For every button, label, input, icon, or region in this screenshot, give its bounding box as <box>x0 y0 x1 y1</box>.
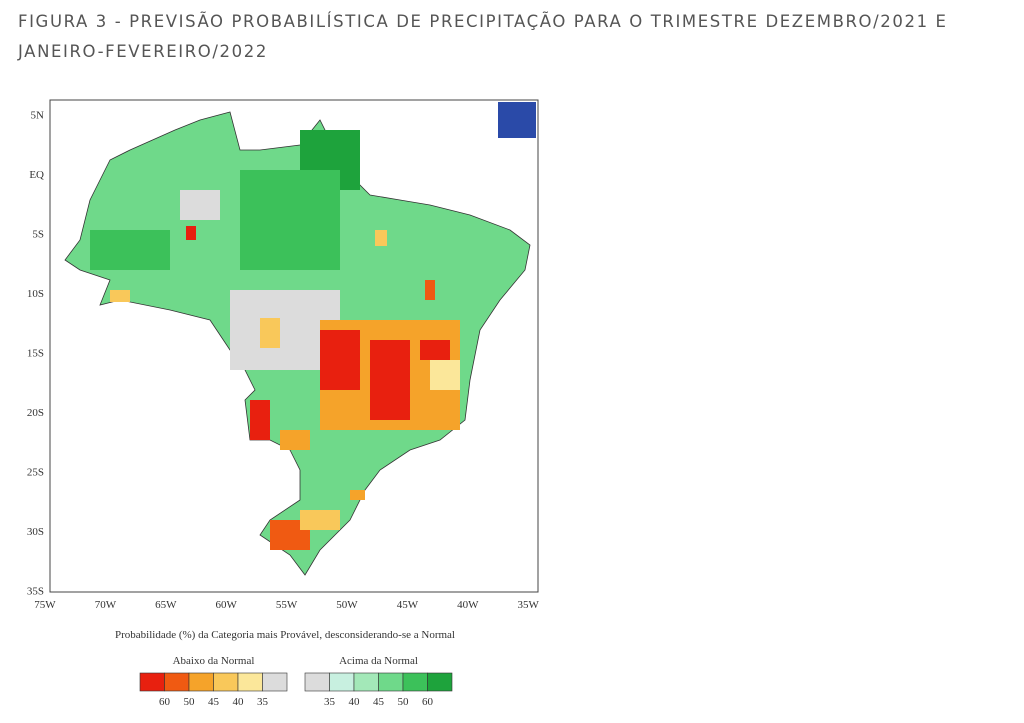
lon-label: 45W <box>397 599 419 611</box>
legend-label: 60 <box>422 696 434 708</box>
lon-label: 40W <box>457 599 479 611</box>
lat-label: 30S <box>27 526 44 538</box>
lon-label: 65W <box>155 599 177 611</box>
legend-swatch <box>164 672 190 692</box>
lon-label: 55W <box>276 599 298 611</box>
legend-label: 40 <box>349 696 361 708</box>
lat-label: 5S <box>32 229 44 241</box>
legend-title: Acima da Normal <box>339 655 418 667</box>
lon-label: 70W <box>95 599 117 611</box>
legend-swatch <box>213 672 239 692</box>
legend-label: 50 <box>398 696 410 708</box>
legend-swatch <box>353 672 379 692</box>
lon-label: 60W <box>216 599 238 611</box>
legend-label: 35 <box>257 696 269 708</box>
legend-swatch <box>188 672 214 692</box>
legend-swatch <box>427 672 453 692</box>
lat-label: 10S <box>27 288 44 300</box>
lon-label: 75W <box>34 599 56 611</box>
legend-label: 45 <box>373 696 385 708</box>
caption: Probabilidade (%) da Categoria mais Prov… <box>115 629 455 641</box>
legend-label: 60 <box>159 696 171 708</box>
legend-swatch <box>329 672 355 692</box>
lat-label: EQ <box>29 169 44 181</box>
probability-cells <box>90 130 460 550</box>
title-line: FIGURA 3 - PREVISÃO PROBABILÍSTICA DE PR… <box>18 12 948 31</box>
legend-swatch <box>402 672 428 692</box>
legend-label: 50 <box>184 696 196 708</box>
legend-title: Abaixo da Normal <box>173 655 255 667</box>
legend-label: 45 <box>208 696 220 708</box>
legend-swatch <box>139 672 165 692</box>
lon-label: 50W <box>336 599 358 611</box>
legend-swatch <box>262 672 288 692</box>
legend-swatch <box>237 672 263 692</box>
legend-swatch <box>378 672 404 692</box>
legend-label: 40 <box>233 696 245 708</box>
lat-label: 15S <box>27 348 44 360</box>
lat-label: 5N <box>31 110 45 122</box>
logo <box>498 102 536 138</box>
lat-label: 25S <box>27 467 44 479</box>
legend-swatch <box>304 672 330 692</box>
lon-label: 35W <box>518 599 540 611</box>
lat-label: 35S <box>27 586 44 598</box>
title-line: JANEIRO-FEVEREIRO/2022 <box>18 42 268 61</box>
lat-label: 20S <box>27 407 44 419</box>
legend-label: 35 <box>324 696 336 708</box>
